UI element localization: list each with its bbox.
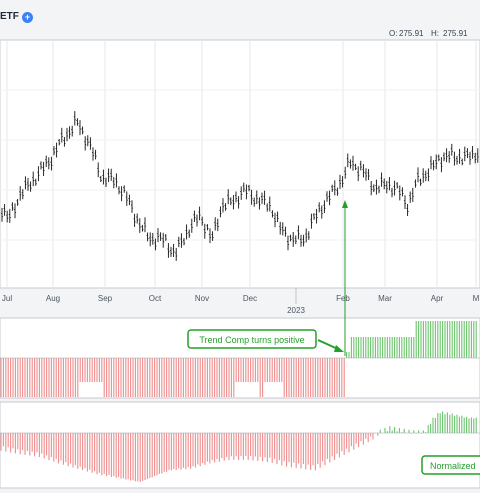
normalized-panel <box>0 401 480 489</box>
annotation-normalized-text: Normalized <box>430 461 476 471</box>
normalized-bars <box>0 411 480 482</box>
x-tick-label: Nov <box>195 294 209 303</box>
plus-circle-icon[interactable]: + <box>22 12 33 23</box>
arrow-head-right <box>334 345 344 352</box>
x-tick-label: Aug <box>46 294 60 303</box>
annotation-box-trend <box>187 329 317 349</box>
trend-comp-bars <box>0 321 480 397</box>
x-axis: Jul Aug Sep Oct Nov Dec Feb Mar Apr M 2023 <box>2 288 480 315</box>
x-tick-label: Oct <box>149 294 162 303</box>
open-value: 275.91 <box>399 29 424 38</box>
x-tick-label: Feb <box>336 294 350 303</box>
high-value: 275.91 <box>443 29 468 38</box>
x-tick-label: M <box>473 294 480 303</box>
x-tick-label: Jul <box>2 294 12 303</box>
chart-header: ETF + O: 275.91 H: 275.91 <box>0 0 480 40</box>
high-label: H: <box>431 29 439 38</box>
annotation-box-normalized <box>421 455 480 475</box>
open-label: O: <box>389 29 398 38</box>
symbol-title: ETF <box>0 11 19 22</box>
annotation-trend-text: Trend Comp turns positive <box>199 335 304 345</box>
x-tick-label: Mar <box>378 294 392 303</box>
price-series <box>0 111 479 261</box>
arrow-head-up <box>342 200 348 208</box>
x-tick-label: Sep <box>98 294 113 303</box>
x-tick-label: Dec <box>243 294 257 303</box>
year-label: 2023 <box>287 306 305 315</box>
x-tick-label: Apr <box>431 294 444 303</box>
price-panel <box>0 39 480 289</box>
